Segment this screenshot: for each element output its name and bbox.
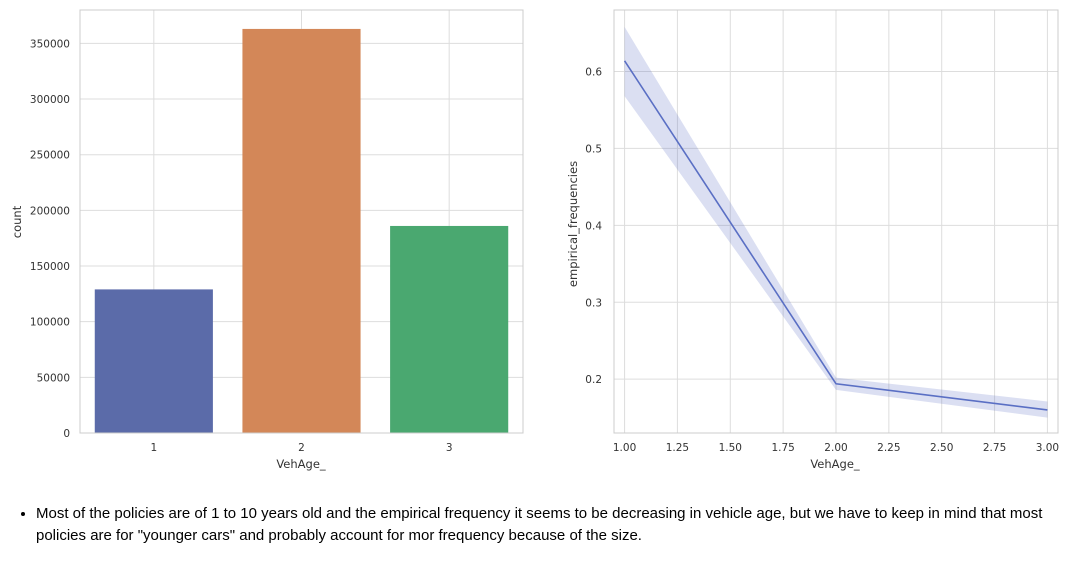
line-x-tick-label: 2.75 [983, 442, 1006, 454]
bar-vehage-3 [390, 225, 509, 433]
line-grid [614, 10, 1058, 433]
bar-y-tick-label: 200000 [30, 205, 70, 217]
line-y-tick-label: 0.6 [585, 67, 602, 79]
note-bullet: Most of the policies are of 1 to 10 year… [36, 503, 1063, 547]
notes-list: Most of the policies are of 1 to 10 year… [18, 503, 1063, 547]
bar-y-tick-label: 50000 [37, 372, 70, 384]
bar-x-tick-label: 3 [446, 442, 453, 454]
bar-y-axis-label: count [10, 205, 24, 238]
line-chart: 0.2 0.3 0.4 0.5 0.6 1.00 1.25 1.50 1.75 2.00 2.25 2… [566, 9, 1059, 471]
notes-section: Most of the policies are of 1 to 10 year… [18, 503, 1063, 547]
bar-y-tick-label: 300000 [30, 94, 70, 106]
line-y-axis-label: empirical_frequencies [566, 161, 580, 287]
bar-y-tick-label: 150000 [30, 261, 70, 273]
bar-x-axis-label: VehAge_ [276, 457, 326, 471]
line-x-tick-label: 1.00 [613, 442, 636, 454]
line-x-tick-label: 2.25 [877, 442, 900, 454]
line-marks [623, 26, 1048, 418]
line-x-tick-label: 2.00 [824, 442, 847, 454]
bar-y-tick-label: 0 [63, 428, 70, 440]
line-y-tick-label: 0.5 [585, 143, 602, 155]
line-x-tick-label: 1.75 [771, 442, 794, 454]
bar-plot-frame [79, 9, 524, 434]
line-y-tick-label: 0.3 [585, 297, 602, 309]
bar-x-tick-label: 2 [298, 442, 305, 454]
bar-chart: 0 50000 100000 150000 200000 250000 300000 3500… [10, 9, 524, 471]
bar-y-tick-label: 250000 [30, 150, 70, 162]
line-x-tick-label: 3.00 [1036, 442, 1059, 454]
line-x-axis-label: VehAge_ [810, 457, 860, 471]
bar-y-tick-label: 100000 [30, 317, 70, 329]
bar-marks [94, 28, 509, 434]
bar-x-tick-label: 1 [150, 442, 157, 454]
bar-y-tick-label: 350000 [30, 38, 70, 50]
line-x-tick-label: 1.25 [666, 442, 689, 454]
line-y-tick-label: 0.2 [585, 374, 602, 386]
bar-vehage-1 [94, 289, 213, 433]
line-plot-frame [613, 9, 1059, 434]
line-y-tick-label: 0.4 [585, 220, 602, 232]
line-ticks: 0.2 0.3 0.4 0.5 0.6 1.00 1.25 1.50 1.75 2.00 2.25 2… [585, 67, 1059, 454]
bar-ticks: 0 50000 100000 150000 200000 250000 300000 3500… [30, 38, 453, 454]
line-x-tick-label: 2.50 [930, 442, 953, 454]
bar-vehage-2 [242, 28, 361, 434]
line-x-tick-label: 1.50 [719, 442, 742, 454]
